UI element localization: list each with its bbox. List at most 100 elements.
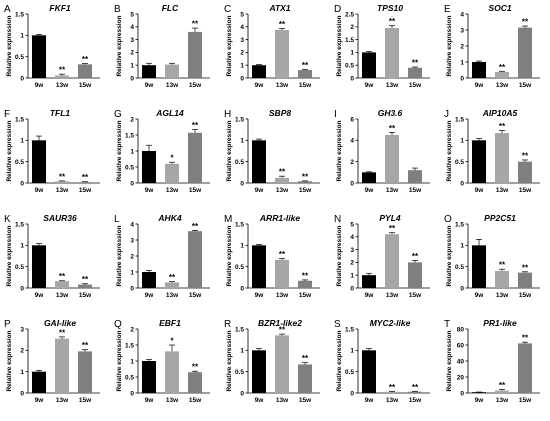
panel-title: AHK4 bbox=[157, 213, 181, 223]
x-tick-label: 9w bbox=[145, 187, 155, 194]
panel-title: EBF1 bbox=[159, 318, 181, 328]
y-axis-label: Relative expression bbox=[336, 330, 343, 391]
panel-f: F TFL1 Relative expression 0 0.5 1 1.5 9w ** 13w *… bbox=[4, 108, 100, 194]
y-tick-label: 1.5 bbox=[345, 326, 354, 333]
y-tick-label: 1 bbox=[130, 358, 134, 365]
y-tick-label: 0.5 bbox=[15, 159, 24, 166]
x-tick-label: 15w bbox=[189, 292, 202, 299]
x-tick-label: 15w bbox=[189, 82, 202, 89]
x-tick-label: 13w bbox=[56, 397, 69, 404]
panel-o: O PP2C51 Relative expression 0 0.5 1 1.5 9w ** 13… bbox=[444, 213, 540, 299]
x-tick-label: 15w bbox=[409, 397, 422, 404]
y-tick-label: 0 bbox=[20, 75, 24, 82]
panel-h: H SBP8 Relative expression 0 0.5 1 1.5 9w ** 13w *… bbox=[224, 108, 320, 194]
panel-title: AIP10A5 bbox=[482, 108, 518, 118]
y-tick-label: 1 bbox=[20, 138, 24, 145]
y-axis-label: Relative expression bbox=[6, 330, 13, 391]
y-tick-label: 5 bbox=[240, 11, 244, 18]
bar-9w bbox=[252, 65, 266, 78]
x-tick-label: 13w bbox=[496, 187, 509, 194]
significance-marker: ** bbox=[59, 272, 66, 281]
y-tick-label: 1 bbox=[240, 63, 244, 70]
bar-15w bbox=[518, 27, 532, 79]
x-tick-label: 9w bbox=[35, 82, 45, 89]
significance-marker: ** bbox=[522, 263, 529, 272]
y-tick-label: 40 bbox=[457, 358, 465, 365]
bar-9w bbox=[472, 245, 486, 288]
y-tick-label: 1 bbox=[20, 33, 24, 40]
panel-e: E SOC1 Relative expression 0 1 2 3 4 9w ** 13w ** 15… bbox=[444, 3, 540, 89]
bar-9w bbox=[142, 272, 156, 288]
y-tick-label: 1 bbox=[350, 348, 354, 355]
x-tick-label: 15w bbox=[299, 82, 312, 89]
significance-marker: ** bbox=[82, 341, 89, 350]
bar-15w bbox=[408, 262, 422, 288]
significance-marker: ** bbox=[412, 252, 419, 261]
y-tick-label: 0 bbox=[460, 285, 464, 292]
y-tick-label: 4 bbox=[460, 11, 464, 18]
x-tick-label: 15w bbox=[189, 397, 202, 404]
x-tick-label: 15w bbox=[409, 292, 422, 299]
panel-title: GAI-like bbox=[44, 318, 76, 328]
y-axis-label: Relative expression bbox=[6, 225, 13, 286]
significance-marker: ** bbox=[279, 250, 286, 259]
panel-c: C ATX1 Relative expression 0 1 2 3 4 5 9w ** 13w ** 1… bbox=[224, 3, 320, 89]
y-tick-label: 0 bbox=[130, 180, 134, 187]
panel-title: ARR1-like bbox=[259, 213, 300, 223]
y-tick-label: 3 bbox=[130, 237, 134, 244]
bar-9w bbox=[362, 172, 376, 183]
panel-letter: T bbox=[444, 319, 450, 330]
x-tick-label: 9w bbox=[145, 82, 155, 89]
significance-marker: ** bbox=[522, 18, 529, 27]
y-tick-label: 4 bbox=[350, 138, 354, 145]
bar-13w bbox=[55, 181, 69, 183]
significance-marker: ** bbox=[302, 61, 309, 70]
y-tick-label: 0 bbox=[20, 180, 24, 187]
panel-b: B FLC Relative expression 0 1 2 3 4 5 9w 13w ** 15w bbox=[114, 3, 210, 89]
panel-title: SAUR36 bbox=[43, 213, 77, 223]
x-tick-label: 15w bbox=[519, 292, 532, 299]
y-tick-label: 1.5 bbox=[455, 221, 464, 228]
significance-marker: ** bbox=[412, 58, 419, 67]
bar-15w bbox=[78, 351, 92, 393]
panel-title: AGL14 bbox=[155, 108, 184, 118]
x-tick-label: 9w bbox=[475, 187, 485, 194]
x-tick-label: 13w bbox=[56, 292, 69, 299]
y-tick-label: 1.5 bbox=[235, 326, 244, 333]
panel-letter: P bbox=[4, 319, 11, 330]
panel-title: PR1-like bbox=[483, 318, 517, 328]
bar-15w bbox=[78, 64, 92, 78]
y-tick-label: 0 bbox=[240, 180, 244, 187]
significance-marker: ** bbox=[279, 326, 286, 335]
bar-13w bbox=[55, 338, 69, 393]
y-tick-label: 0 bbox=[130, 75, 134, 82]
bar-9w bbox=[32, 35, 46, 78]
x-tick-label: 15w bbox=[409, 82, 422, 89]
bar-13w bbox=[495, 133, 509, 183]
significance-marker: ** bbox=[82, 275, 89, 284]
panel-title: FKF1 bbox=[49, 3, 71, 13]
x-tick-label: 9w bbox=[145, 292, 155, 299]
y-tick-label: 1 bbox=[240, 243, 244, 250]
y-axis-label: Relative expression bbox=[336, 15, 343, 76]
panel-letter: O bbox=[444, 214, 452, 225]
bar-13w bbox=[55, 281, 69, 288]
x-tick-label: 9w bbox=[475, 82, 485, 89]
y-axis-label: Relative expression bbox=[6, 120, 13, 181]
y-tick-label: 1 bbox=[460, 138, 464, 145]
bar-15w bbox=[78, 284, 92, 288]
panel-letter: B bbox=[114, 4, 121, 15]
significance-marker: ** bbox=[59, 328, 66, 337]
y-axis-label: Relative expression bbox=[116, 15, 123, 76]
bar-13w bbox=[495, 71, 509, 78]
panel-title: FLC bbox=[162, 3, 179, 13]
significance-marker: ** bbox=[389, 17, 396, 26]
x-tick-label: 9w bbox=[365, 292, 375, 299]
x-tick-label: 9w bbox=[35, 187, 45, 194]
panel-title: GH3.6 bbox=[378, 108, 403, 118]
panel-title: PYL4 bbox=[379, 213, 401, 223]
panel-g: G AGL14 Relative expression 0 0.5 1 1.5 2 9w * 13w… bbox=[114, 108, 210, 194]
x-tick-label: 13w bbox=[166, 82, 179, 89]
panel-letter: A bbox=[4, 4, 11, 15]
y-tick-label: 3 bbox=[240, 37, 244, 44]
